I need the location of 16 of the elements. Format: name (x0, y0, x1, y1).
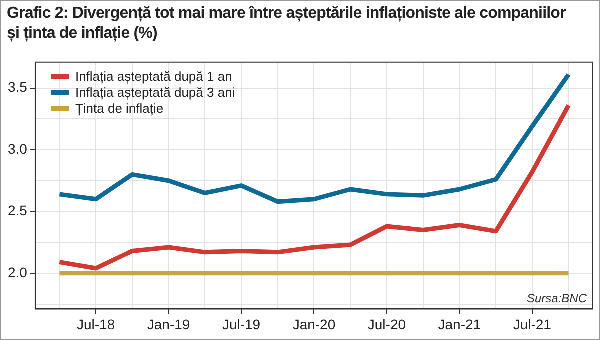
chart-title: Grafic 2: Divergență tot mai mare între așteptările inflaționiste ale companiilor și ținta de inflație (%) (7, 4, 567, 44)
x-tick-label: Jan-19 (147, 316, 190, 332)
x-tick-label: Jul-21 (513, 316, 552, 332)
x-tick-label: Jan-20 (292, 316, 336, 332)
y-tick-label: 2.0 (8, 264, 28, 280)
legend-label: Ținta de inflație (75, 100, 164, 116)
x-tick-label: Jul-20 (368, 316, 406, 332)
y-tick-label: 2.5 (8, 202, 28, 219)
y-tick-label: 3.0 (8, 140, 28, 157)
x-tick-label: Jul-18 (76, 316, 116, 332)
x-tick-label: Jan-21 (438, 316, 482, 332)
legend-label: Inflația așteptată după 1 an (75, 68, 232, 84)
x-tick-label: Jul-19 (222, 316, 261, 332)
y-tick-label: 3.5 (8, 79, 28, 96)
annotation: Sursa:BNC (526, 292, 588, 306)
legend-label: Inflația așteptată după 3 ani (75, 84, 236, 100)
